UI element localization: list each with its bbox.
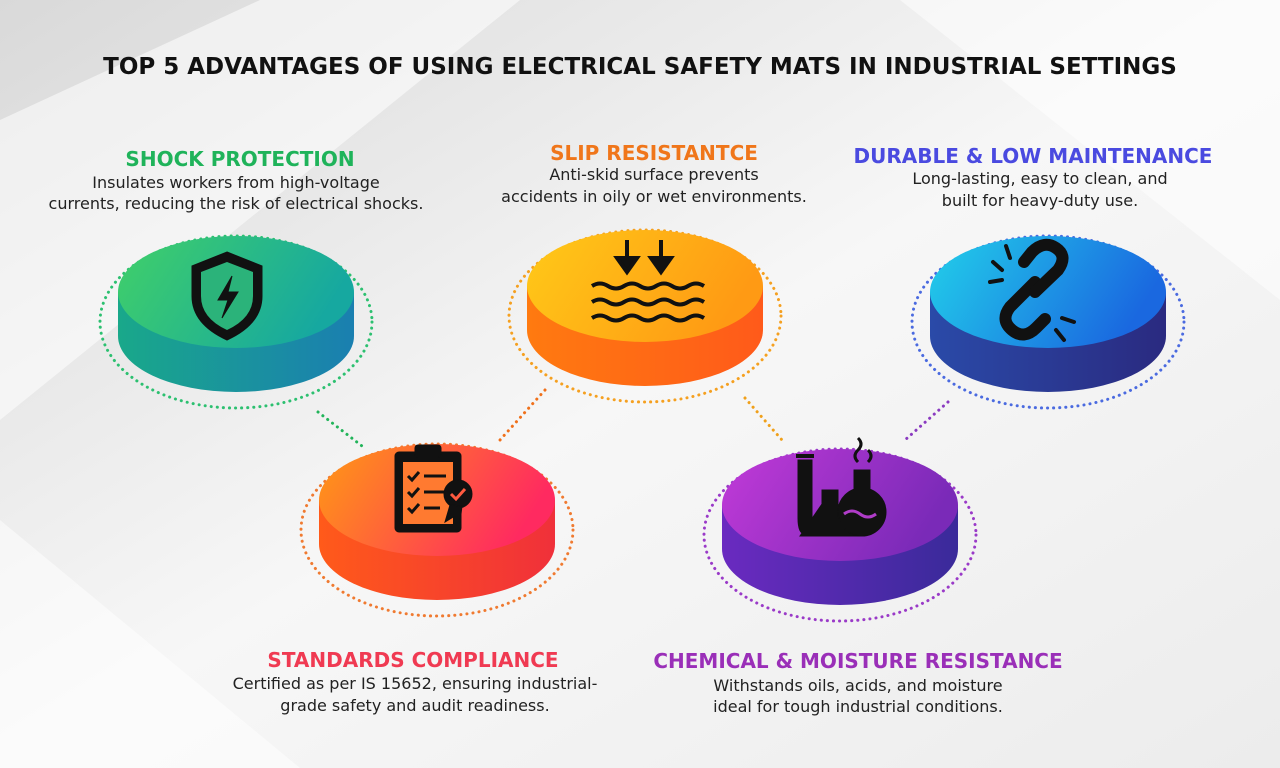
- description: Insulates workers from high-voltage: [92, 173, 379, 192]
- flask-icon: [796, 436, 887, 537]
- disc: [910, 234, 1186, 410]
- bg-shape: [900, 0, 1280, 300]
- connectors: [316, 388, 950, 448]
- title: TOP 5 ADVANTAGES OF USING ELECTRICAL SAF…: [103, 54, 1177, 80]
- slip-icon: [590, 240, 706, 323]
- heading: DURABLE & LOW MAINTENANCE: [854, 144, 1213, 168]
- item: SLIP RESISTANTCE Anti-skid surface preve…: [501, 141, 807, 206]
- description: accidents in oily or wet environments.: [501, 187, 807, 206]
- heading: STANDARDS COMPLIANCE: [267, 648, 558, 672]
- icons: [191, 238, 1076, 537]
- shield-icon: [191, 251, 263, 341]
- disc-top: [527, 230, 763, 342]
- description: Withstands oils, acids, and moisture: [713, 676, 1002, 695]
- connector: [903, 400, 950, 442]
- item: SHOCK PROTECTION Insulates workers from …: [49, 147, 424, 213]
- item: DURABLE & LOW MAINTENANCE Long-lasting, …: [854, 144, 1213, 210]
- clipboard-icon: [394, 444, 473, 533]
- heading: SLIP RESISTANTCE: [550, 141, 758, 165]
- description: currents, reducing the risk of electrica…: [49, 194, 424, 213]
- description: built for heavy-duty use.: [942, 191, 1138, 210]
- description: ideal for tough industrial conditions.: [713, 697, 1003, 716]
- chain-icon: [988, 238, 1076, 342]
- description: Long-lasting, easy to clean, and: [912, 169, 1167, 188]
- item: STANDARDS COMPLIANCE Certified as per IS…: [233, 648, 598, 715]
- description: Anti-skid surface prevents: [549, 165, 758, 184]
- disc: [507, 228, 783, 404]
- heading: SHOCK PROTECTION: [125, 147, 354, 171]
- disc: [702, 447, 978, 623]
- connector: [498, 388, 547, 442]
- description: Certified as per IS 15652, ensuring indu…: [233, 674, 598, 693]
- item: CHEMICAL & MOISTURE RESISTANCE Withstand…: [653, 649, 1062, 716]
- bg-shape: [0, 520, 300, 768]
- heading: CHEMICAL & MOISTURE RESISTANCE: [653, 649, 1062, 673]
- disc-top: [930, 236, 1166, 348]
- description: grade safety and audit readiness.: [280, 696, 549, 715]
